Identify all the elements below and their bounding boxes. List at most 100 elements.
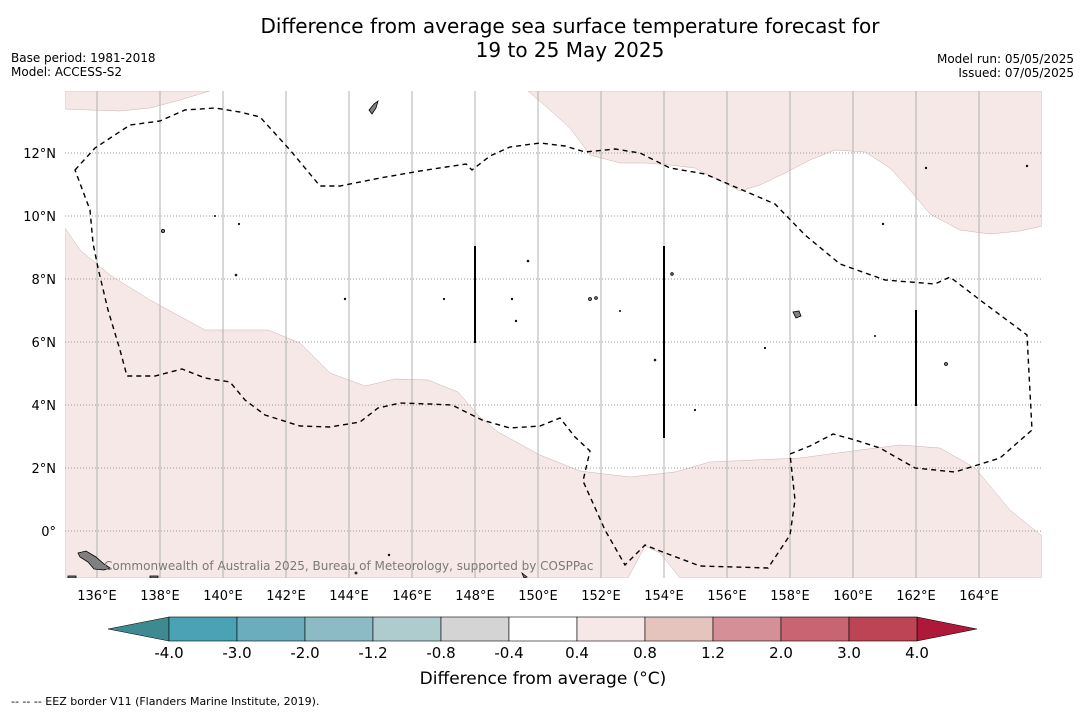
lon-label: 150°E bbox=[518, 589, 558, 604]
colorbar-tick-label: 1.2 bbox=[701, 644, 725, 662]
colorbar-tick-label: -0.8 bbox=[426, 644, 455, 662]
copyright-notice: Commonwealth of Australia 2025, Bureau o… bbox=[104, 559, 594, 573]
lon-label: 144°E bbox=[329, 589, 369, 604]
meta-left: Base period: 1981-2018 Model: ACCESS-S2 bbox=[11, 51, 156, 79]
lon-label: 148°E bbox=[455, 589, 495, 604]
lon-label: 164°E bbox=[959, 589, 999, 604]
colorbar-cell bbox=[304, 616, 374, 642]
map-title: Difference from average sea surface temp… bbox=[0, 14, 1085, 62]
lon-label: 158°E bbox=[770, 589, 810, 604]
atoll bbox=[924, 166, 928, 170]
model-name: Model: ACCESS-S2 bbox=[11, 65, 123, 79]
atoll bbox=[874, 334, 877, 337]
colorbar-cell bbox=[440, 616, 510, 642]
longitude-labels: 136°E 138°E 140°E 142°E 144°E 146°E 148°… bbox=[77, 589, 999, 604]
lat-label: 2°N bbox=[32, 462, 57, 477]
colorbar-cell bbox=[372, 616, 442, 642]
colorbar-cell bbox=[780, 616, 850, 642]
colorbar-cell bbox=[168, 616, 238, 642]
island-pohnpei bbox=[792, 310, 802, 319]
colorbar-tick-label: -0.4 bbox=[494, 644, 523, 662]
atoll bbox=[442, 297, 446, 301]
colorbar-tick-label: 3.0 bbox=[837, 644, 861, 662]
island-new-ireland bbox=[77, 550, 111, 571]
colorbar-tick-label: 4.0 bbox=[905, 644, 929, 662]
atoll bbox=[619, 309, 622, 312]
boundary-segments bbox=[474, 246, 917, 438]
title-line-2: 19 to 25 May 2025 bbox=[475, 38, 665, 62]
atoll bbox=[234, 273, 238, 277]
atoll bbox=[514, 319, 518, 323]
atoll bbox=[354, 571, 358, 575]
meta-right: Model run: 05/05/2025 Issued: 07/05/2025 bbox=[937, 52, 1074, 80]
eez-legend-footnote: -- -- -- EEZ border V11 (Flanders Marine… bbox=[11, 695, 320, 708]
base-period: Base period: 1981-2018 bbox=[11, 51, 156, 65]
lat-label: 6°N bbox=[32, 336, 57, 351]
colorbar-below-extension bbox=[107, 616, 170, 642]
anomaly-region-north-east bbox=[527, 91, 1042, 235]
lon-label: 142°E bbox=[266, 589, 306, 604]
atoll bbox=[763, 346, 767, 350]
colorbar-cell bbox=[848, 616, 918, 642]
lon-label: 160°E bbox=[833, 589, 873, 604]
colorbar-tick-label: 2.0 bbox=[769, 644, 793, 662]
lat-label: 4°N bbox=[32, 399, 57, 414]
lat-label: 12°N bbox=[23, 147, 56, 162]
colorbar-above-extension bbox=[916, 616, 978, 642]
islands bbox=[67, 99, 1029, 578]
island-fragment bbox=[149, 575, 159, 578]
atoll bbox=[594, 296, 598, 300]
model-run: Model run: 05/05/2025 bbox=[936, 52, 1074, 66]
colorbar-cell bbox=[576, 616, 646, 642]
atoll bbox=[237, 222, 241, 226]
longitude-gridlines bbox=[96, 91, 980, 578]
atoll bbox=[343, 297, 347, 301]
atoll bbox=[387, 553, 391, 557]
atoll bbox=[653, 358, 657, 362]
anomaly-region-north-west bbox=[65, 91, 211, 112]
colorbar-cell bbox=[236, 616, 306, 642]
lat-label: 10°N bbox=[23, 210, 56, 225]
atoll bbox=[881, 222, 885, 226]
colorbar-tick-label: 0.4 bbox=[565, 644, 589, 662]
atoll bbox=[588, 297, 592, 301]
atoll bbox=[1025, 164, 1029, 168]
colorbar-tick-label: -2.0 bbox=[290, 644, 319, 662]
issued-date: Issued: 07/05/2025 bbox=[958, 66, 1074, 80]
colorbar-cell bbox=[712, 616, 782, 642]
lon-label: 146°E bbox=[392, 589, 432, 604]
lon-label: 156°E bbox=[707, 589, 747, 604]
atoll bbox=[944, 362, 948, 366]
colorbar-cell bbox=[508, 616, 578, 642]
atoll bbox=[160, 228, 165, 233]
atoll bbox=[526, 259, 530, 263]
atoll bbox=[213, 214, 216, 217]
colorbar-title: Difference from average (°C) bbox=[419, 669, 667, 689]
latitude-gridlines bbox=[65, 152, 1042, 532]
atoll bbox=[510, 297, 514, 301]
lon-label: 162°E bbox=[896, 589, 936, 604]
anomaly-region-south bbox=[65, 227, 1042, 578]
colorbar-tick-label: -3.0 bbox=[222, 644, 251, 662]
colorbar: -4.0 -3.0 -2.0 -1.2 -0.8 -0.4 0.4 0.8 1.2 2.0 3.0 4… bbox=[107, 616, 978, 662]
atoll bbox=[670, 272, 674, 276]
lon-label: 154°E bbox=[644, 589, 684, 604]
lon-label: 140°E bbox=[203, 589, 243, 604]
island-nukumanu bbox=[521, 571, 528, 578]
lon-label: 136°E bbox=[77, 589, 117, 604]
colorbar-cell bbox=[644, 616, 714, 642]
colorbar-tick-label: -1.2 bbox=[358, 644, 387, 662]
island-fragment bbox=[67, 575, 77, 578]
title-line-1: Difference from average sea surface temp… bbox=[260, 14, 880, 38]
atoll bbox=[693, 408, 697, 412]
colorbar-tick-label: -4.0 bbox=[154, 644, 183, 662]
island-guam bbox=[368, 99, 379, 115]
map-area: Commonwealth of Australia 2025, Bureau o… bbox=[65, 91, 1042, 578]
latitude-labels: 12°N 10°N 8°N 6°N 4°N 2°N 0° bbox=[23, 147, 56, 540]
lat-label: 8°N bbox=[32, 273, 57, 288]
lat-label: 0° bbox=[41, 525, 56, 540]
colorbar-tick-label: 0.8 bbox=[633, 644, 657, 662]
lon-label: 152°E bbox=[581, 589, 621, 604]
lon-label: 138°E bbox=[140, 589, 180, 604]
